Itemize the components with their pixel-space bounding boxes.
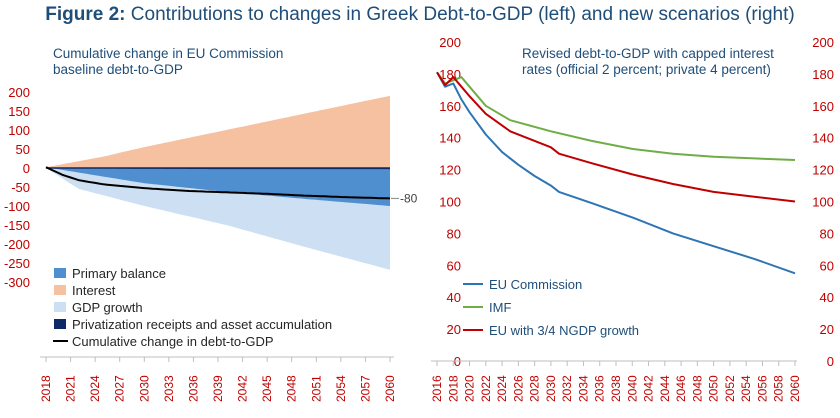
legend-label: Cumulative change in debt-to-GDP bbox=[72, 334, 274, 349]
area-interest bbox=[46, 95, 390, 168]
legend-label: Primary balance bbox=[72, 266, 166, 281]
left-x-tick-label: 2039 bbox=[211, 375, 225, 402]
left-y-tick-label: 0 bbox=[23, 161, 30, 176]
right-panel-title: rates (official 2 percent; private 4 per… bbox=[522, 62, 771, 77]
left-y-tick-label: 150 bbox=[8, 104, 30, 119]
left-x-tick-label: 2051 bbox=[309, 375, 323, 402]
left-y-tick-label: -250 bbox=[4, 256, 30, 271]
legend-label: Privatization receipts and asset accumul… bbox=[72, 317, 332, 332]
right-outer-y-tick-label: 140 bbox=[812, 131, 834, 146]
right-x-tick-label: 2046 bbox=[674, 375, 688, 402]
right-x-tick-label: 2028 bbox=[528, 375, 542, 402]
right-outer-y-tick-label: 80 bbox=[820, 226, 834, 241]
legend-swatch bbox=[54, 285, 66, 295]
right-outer-y-tick-label: 180 bbox=[812, 67, 834, 82]
right-x-tick-label: 2050 bbox=[707, 375, 721, 402]
right-outer-y-tick-label: 40 bbox=[820, 290, 834, 305]
right-x-tick-label: 2032 bbox=[560, 375, 574, 402]
legend-swatch bbox=[54, 268, 66, 278]
left-y-tick-label: -150 bbox=[4, 218, 30, 233]
left-x-tick-label: 2060 bbox=[383, 375, 397, 402]
left-x-tick-label: 2027 bbox=[113, 375, 127, 402]
right-inner-y-tick-label: 60 bbox=[447, 258, 461, 273]
left-panel-title: baseline debt-to-GDP bbox=[53, 62, 183, 77]
right-x-tick-label: 2020 bbox=[463, 375, 477, 402]
right-x-tick-label: 2034 bbox=[576, 375, 590, 402]
legend-swatch bbox=[54, 319, 66, 329]
left-x-tick-label: 2018 bbox=[39, 375, 53, 402]
series-line-eu-with-3-4-ngdp-growth bbox=[436, 71, 796, 203]
right-x-tick-label: 2018 bbox=[446, 375, 460, 402]
right-inner-y-tick-label: 100 bbox=[439, 195, 461, 210]
right-x-tick-label: 2030 bbox=[544, 375, 558, 402]
right-outer-y-tick-label: 200 bbox=[812, 35, 834, 50]
left-y-tick-label: 50 bbox=[16, 142, 30, 157]
legend-label: IMF bbox=[489, 300, 511, 315]
right-outer-y-tick-label: 0 bbox=[827, 354, 834, 369]
left-x-tick-label: 2021 bbox=[64, 375, 78, 402]
left-x-tick-label: 2057 bbox=[358, 375, 372, 402]
legend-label: EU Commission bbox=[489, 277, 582, 292]
left-y-tick-label: -200 bbox=[4, 237, 30, 252]
right-x-tick-label: 2036 bbox=[593, 375, 607, 402]
left-x-tick-label: 2045 bbox=[260, 375, 274, 402]
right-x-tick-label: 2058 bbox=[772, 375, 786, 402]
right-inner-y-tick-label: 120 bbox=[439, 163, 461, 178]
left-x-tick-label: 2030 bbox=[137, 375, 151, 402]
left-x-tick-label: 2033 bbox=[162, 375, 176, 402]
legend-label: Interest bbox=[72, 283, 116, 298]
left-x-tick-label: 2036 bbox=[186, 375, 200, 402]
left-x-tick-label: 2024 bbox=[88, 375, 102, 402]
page-title: Figure 2: Contributions to changes in Gr… bbox=[0, 4, 840, 26]
right-inner-y-tick-label: 160 bbox=[439, 99, 461, 114]
left-x-tick-label: 2042 bbox=[236, 375, 250, 402]
left-y-tick-label: -50 bbox=[11, 180, 30, 195]
right-x-tick-label: 2022 bbox=[479, 375, 493, 402]
legend-swatch bbox=[54, 302, 66, 312]
right-x-tick-label: 2040 bbox=[625, 375, 639, 402]
figure-label: Figure 2: bbox=[45, 4, 126, 25]
right-x-tick-label: 2054 bbox=[739, 375, 753, 402]
left-panel-title: Cumulative change in EU Commission bbox=[53, 46, 283, 61]
figure-title: Contributions to changes in Greek Debt-t… bbox=[130, 4, 795, 25]
right-x-tick-label: 2024 bbox=[495, 375, 509, 402]
right-inner-y-tick-label: 20 bbox=[447, 322, 461, 337]
left-x-tick-label: 2048 bbox=[285, 375, 299, 402]
right-outer-y-tick-label: 160 bbox=[812, 99, 834, 114]
right-x-tick-label: 2038 bbox=[609, 375, 623, 402]
right-inner-y-tick-label: 140 bbox=[439, 131, 461, 146]
right-x-tick-label: 2052 bbox=[723, 375, 737, 402]
right-x-tick-label: 2048 bbox=[690, 375, 704, 402]
left-x-tick-label: 2054 bbox=[334, 375, 348, 402]
right-inner-y-tick-label: 200 bbox=[439, 35, 461, 50]
cumulative-change-line bbox=[45, 166, 391, 200]
left-y-tick-label: 100 bbox=[8, 123, 30, 138]
left-y-tick-label: -100 bbox=[4, 199, 30, 214]
right-x-tick-label: 2056 bbox=[755, 375, 769, 402]
right-panel-title: Revised debt-to-GDP with capped interest bbox=[522, 46, 774, 61]
right-inner-y-tick-label: 40 bbox=[447, 290, 461, 305]
right-outer-y-tick-label: 120 bbox=[812, 163, 834, 178]
end-value-label: -80 bbox=[400, 191, 418, 205]
right-x-tick-label: 2016 bbox=[430, 375, 444, 402]
right-x-tick-label: 2042 bbox=[642, 375, 656, 402]
series-line-eu-commission bbox=[436, 71, 796, 275]
left-y-tick-label: -300 bbox=[4, 275, 30, 290]
right-x-tick-label: 2060 bbox=[788, 375, 802, 402]
right-x-tick-label: 2044 bbox=[658, 375, 672, 402]
right-inner-y-tick-label: 180 bbox=[439, 67, 461, 82]
left-y-tick-label: 200 bbox=[8, 85, 30, 100]
right-outer-y-tick-label: 100 bbox=[812, 195, 834, 210]
legend-label: GDP growth bbox=[72, 300, 143, 315]
legend-label: EU with 3/4 NGDP growth bbox=[489, 323, 639, 338]
right-outer-y-tick-label: 60 bbox=[820, 258, 834, 273]
right-x-tick-label: 2026 bbox=[511, 375, 525, 402]
right-outer-y-tick-label: 20 bbox=[820, 322, 834, 337]
right-inner-y-tick-label: 80 bbox=[447, 226, 461, 241]
